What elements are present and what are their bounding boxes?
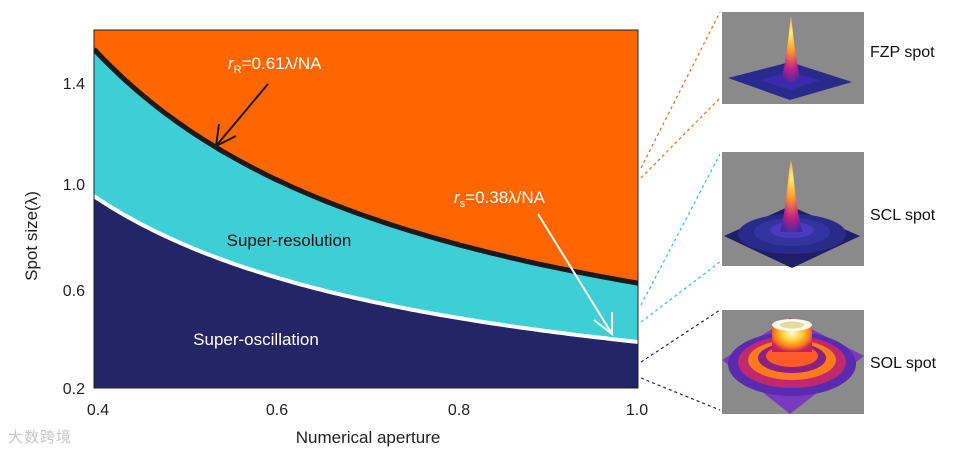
- region-label-super-oscillation: Super-oscillation: [193, 330, 319, 349]
- y-tick-label: 1.0: [63, 177, 85, 194]
- x-axis: 0.4 0.6 0.8 1.0: [87, 402, 648, 419]
- y-tick-label: 1.4: [63, 76, 85, 93]
- y-tick-label: 0.2: [63, 381, 85, 398]
- rayleigh-formula-rest: =0.61λ/NA: [242, 54, 323, 73]
- x-tick-label: 1.0: [626, 402, 648, 419]
- x-axis-label: Numerical aperture: [296, 428, 441, 447]
- y-axis: 0.2 0.6 1.0 1.4: [63, 76, 85, 398]
- x-tick-label: 0.8: [448, 402, 470, 419]
- connectors: [640, 11, 721, 411]
- so-formula: rs=0.38λ/NA: [454, 188, 546, 210]
- rayleigh-formula: rR=0.61λ/NA: [228, 54, 322, 76]
- rayleigh-curve: [94, 47, 638, 286]
- so-arrow: [537, 213, 613, 337]
- rayleigh-subscript: R: [234, 64, 242, 76]
- x-tick-label: 0.4: [87, 402, 109, 419]
- region-label-super-resolution: Super-resolution: [227, 231, 352, 250]
- so-subscript: s: [460, 198, 466, 210]
- so-formula-rest: =0.38λ/NA: [465, 188, 546, 207]
- y-tick-label: 0.6: [63, 283, 85, 300]
- x-tick-label: 0.6: [266, 402, 288, 419]
- fzp-spot-image: [722, 12, 864, 104]
- plot-area: [93, 29, 639, 389]
- scl-spot-label: SCL spot: [870, 207, 936, 224]
- sol-spot-image: [722, 310, 864, 414]
- fzp-spot-label: FZP spot: [870, 44, 935, 61]
- super-oscillation-curve: [94, 194, 638, 344]
- rayleigh-arrow: [214, 83, 269, 148]
- sol-spot-label: SOL spot: [870, 355, 937, 372]
- y-axis-label: Spot size(λ): [22, 191, 41, 281]
- scl-spot-image: [722, 152, 864, 268]
- watermark: 大数跨境: [8, 428, 73, 446]
- super-oscillation-region: [94, 196, 638, 388]
